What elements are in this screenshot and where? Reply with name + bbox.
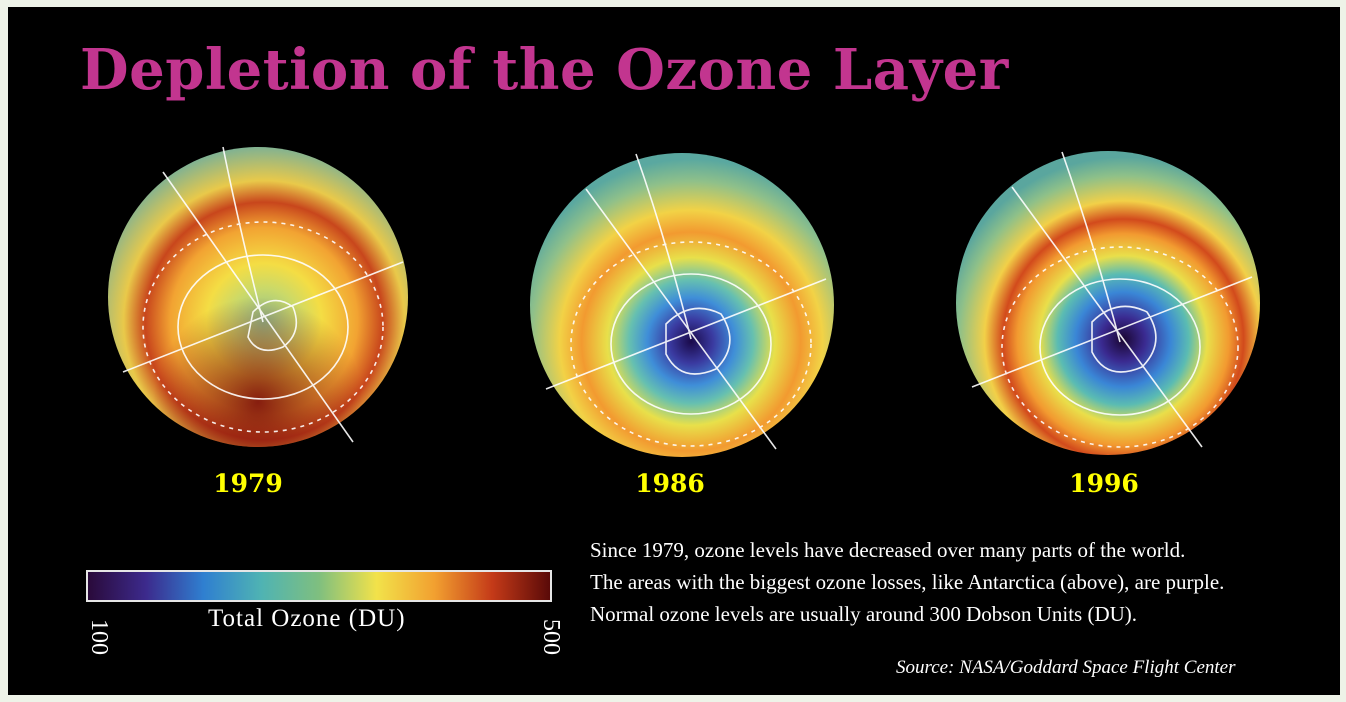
ozone-globe-image <box>108 146 408 447</box>
page-title: Depletion of the Ozone Layer <box>80 37 1009 103</box>
caption-text: Since 1979, ozone levels have decreased … <box>590 534 1224 630</box>
year-label-1996: 1996 <box>1069 469 1139 498</box>
caption-line: Normal ozone levels are usually around 3… <box>590 602 1138 626</box>
caption-line: The areas with the biggest ozone losses,… <box>590 570 1225 594</box>
infographic-panel: Depletion of the Ozone Layer <box>8 7 1340 695</box>
ozone-globe-image <box>530 153 834 457</box>
scale-max-label: 500 <box>538 619 564 655</box>
scale-title: Total Ozone (DU) <box>208 605 406 632</box>
source-credit: Source: NASA/Goddard Space Flight Center <box>896 657 1236 678</box>
globe-1996 <box>952 147 1264 459</box>
globe-1986 <box>526 149 838 461</box>
year-label-1986: 1986 <box>635 469 705 498</box>
caption-line: Since 1979, ozone levels have decreased … <box>590 538 1186 562</box>
globe-1979 <box>103 142 413 452</box>
ozone-color-scale <box>86 570 552 602</box>
scale-min-label: 100 <box>86 619 112 655</box>
year-label-1979: 1979 <box>213 469 283 498</box>
ozone-globe-image <box>956 151 1260 455</box>
